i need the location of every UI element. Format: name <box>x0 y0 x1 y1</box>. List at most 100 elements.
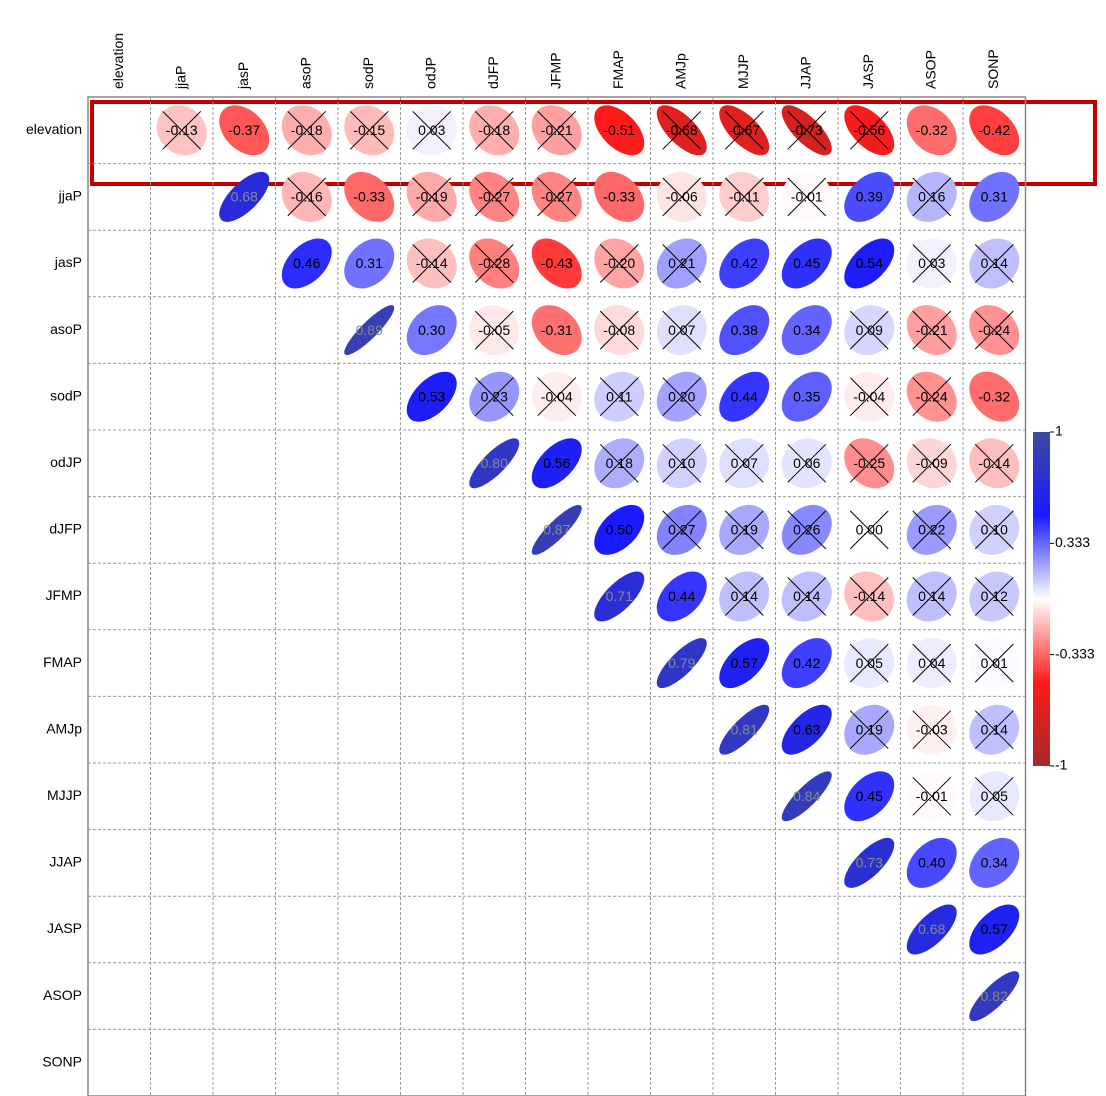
row-label: MJJP <box>47 787 82 803</box>
insignificant-cross <box>662 177 702 217</box>
insignificant-cross <box>724 110 764 150</box>
insignificant-cross <box>474 310 514 350</box>
correlation-ellipse <box>781 305 832 356</box>
insignificant-cross <box>849 310 889 350</box>
value-label: -0.31 <box>541 322 573 338</box>
insignificant-cross <box>349 110 389 150</box>
column-label: JFMP <box>547 52 563 89</box>
value-label: 0.56 <box>543 455 570 471</box>
correlation-ellipse <box>844 771 895 822</box>
value-label: -0.51 <box>603 122 635 138</box>
correlation-ellipse <box>531 504 582 555</box>
value-label: 0.50 <box>606 522 633 538</box>
insignificant-cross <box>974 310 1014 350</box>
value-label: -0.42 <box>978 122 1010 138</box>
colorbar-tick-label: -0.333 <box>1055 645 1095 661</box>
insignificant-cross <box>849 577 889 616</box>
value-label: 0.81 <box>731 721 758 737</box>
colorbar-tick-label: 1 <box>1055 423 1063 439</box>
correlation-ellipse <box>344 238 395 289</box>
correlation-ellipse <box>531 238 582 289</box>
correlation-ellipse <box>656 638 707 689</box>
correlation-ellipse <box>469 438 520 489</box>
insignificant-cross <box>849 110 889 150</box>
value-label: 0.54 <box>856 255 883 271</box>
row-label: jjaP <box>58 188 82 204</box>
insignificant-cross <box>912 510 952 550</box>
insignificant-cross <box>662 244 702 283</box>
value-label: 0.79 <box>668 655 695 671</box>
correlation-ellipse <box>219 171 270 222</box>
correlation-ellipse <box>594 171 645 222</box>
insignificant-cross <box>162 110 202 150</box>
column-label: odJP <box>422 57 438 89</box>
correlation-ellipse <box>719 704 770 755</box>
column-label: ASOP <box>922 50 938 89</box>
value-label: 0.30 <box>418 322 445 338</box>
insignificant-cross <box>787 177 827 217</box>
column-label: JJAP <box>797 56 813 89</box>
correlation-ellipse <box>781 371 832 422</box>
correlation-ellipse <box>781 638 832 689</box>
value-label: -0.32 <box>916 122 948 138</box>
correlation-ellipse <box>969 171 1020 222</box>
insignificant-cross <box>849 377 889 417</box>
row-label: JASP <box>47 920 82 936</box>
insignificant-cross <box>912 377 952 417</box>
value-label: 0.34 <box>981 855 1008 871</box>
insignificant-cross <box>724 177 764 217</box>
row-label: FMAP <box>43 654 82 670</box>
insignificant-cross <box>974 244 1014 283</box>
insignificant-cross <box>912 710 952 750</box>
correlation-ellipse <box>906 105 957 156</box>
correlation-ellipse <box>906 837 957 888</box>
insignificant-cross <box>662 377 702 417</box>
value-label: 0.44 <box>731 388 758 404</box>
value-label: 0.46 <box>293 255 320 271</box>
insignificant-cross <box>787 443 827 483</box>
insignificant-cross <box>662 110 702 150</box>
correlation-ellipse <box>781 704 832 755</box>
insignificant-cross <box>412 177 452 217</box>
correlation-ellipse <box>969 971 1020 1022</box>
value-label: -0.33 <box>603 189 635 205</box>
value-label: 0.42 <box>793 655 820 671</box>
correlation-ellipse <box>844 171 895 222</box>
column-label: jjaP <box>172 66 188 90</box>
correlation-ellipse <box>344 305 395 356</box>
row-label: jasP <box>54 254 82 270</box>
correlation-ellipse <box>719 305 770 356</box>
value-label: 0.31 <box>356 255 383 271</box>
insignificant-cross <box>974 643 1014 683</box>
insignificant-cross <box>912 310 952 350</box>
value-label: 0.87 <box>543 522 570 538</box>
value-label: 0.31 <box>981 189 1008 205</box>
insignificant-cross <box>912 643 952 683</box>
value-label: 0.89 <box>356 322 383 338</box>
value-label: 0.44 <box>668 588 695 604</box>
row-label: asoP <box>50 321 82 337</box>
correlation-ellipse <box>406 305 457 356</box>
value-label: 0.68 <box>918 921 945 937</box>
insignificant-cross <box>474 377 514 417</box>
value-label: 0.42 <box>731 255 758 271</box>
column-label: sodP <box>360 57 376 89</box>
value-label: -0.37 <box>228 122 260 138</box>
value-label: 0.53 <box>418 388 445 404</box>
value-label: 0.84 <box>793 788 820 804</box>
value-label: 0.82 <box>981 988 1008 1004</box>
value-label: 0.35 <box>793 388 820 404</box>
insignificant-cross <box>787 577 827 616</box>
insignificant-cross <box>599 443 639 483</box>
column-label: jasP <box>235 62 251 90</box>
colorbar <box>1033 432 1050 766</box>
insignificant-cross <box>537 110 577 150</box>
value-label: -0.43 <box>541 255 573 271</box>
value-label: 0.40 <box>918 855 945 871</box>
correlation-ellipse <box>719 638 770 689</box>
correlation-ellipse <box>969 837 1020 888</box>
insignificant-cross <box>662 443 702 483</box>
insignificant-cross <box>474 244 514 283</box>
insignificant-cross <box>974 577 1014 616</box>
